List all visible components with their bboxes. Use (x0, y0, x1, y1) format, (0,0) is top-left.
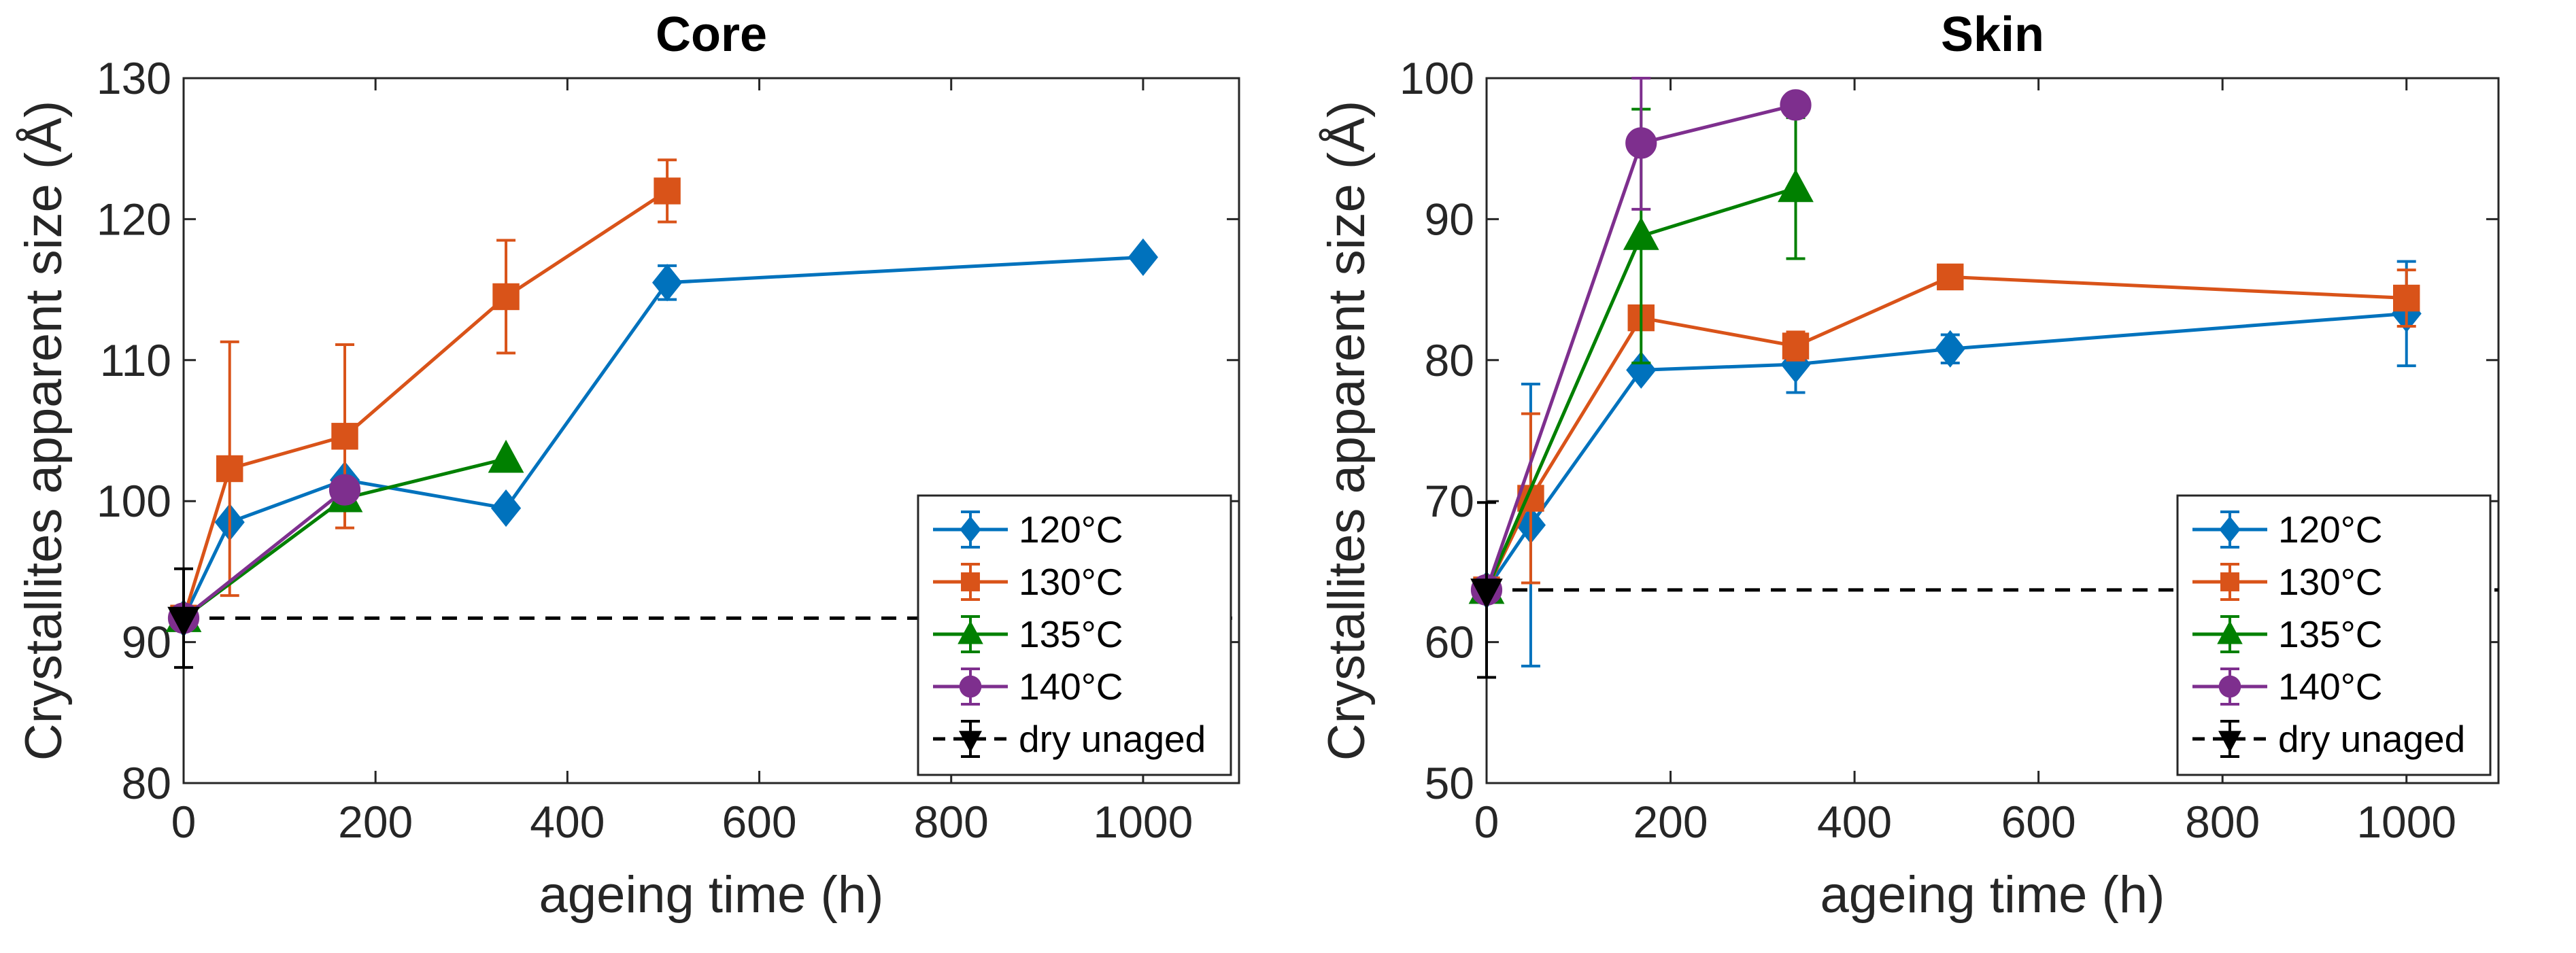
core-legend-label: 130°C (1019, 561, 1123, 603)
skin-legend-label: 135°C (2278, 613, 2382, 655)
core-legend-marker (959, 675, 982, 698)
core-data-point (216, 455, 243, 483)
core-series-1 (170, 158, 681, 632)
skin-legend-marker (2217, 620, 2243, 644)
skin-legend-label: 130°C (2278, 561, 2382, 603)
core-legend-item: dry unaged (933, 718, 1206, 760)
skin-y-tick-label: 70 (1425, 476, 1474, 526)
skin-y-tick-label: 90 (1425, 194, 1474, 244)
core-data-point (652, 264, 683, 302)
core-legend-label: 135°C (1019, 613, 1123, 655)
core-data-point (492, 283, 520, 311)
core-title: Core (656, 7, 767, 62)
skin-legend-label: dry unaged (2278, 718, 2465, 760)
core-x-tick-label: 800 (914, 797, 989, 847)
skin-legend-label: 140°C (2278, 665, 2382, 708)
skin-legend: 120°C 130°C 135°C 140°C dry unaged (2176, 494, 2492, 776)
core-y-tick-label: 80 (122, 758, 171, 808)
skin-y-tick-label: 60 (1425, 617, 1474, 668)
skin-x-axis-title: ageing time (h) (1820, 866, 2165, 924)
core-y-tick-label: 120 (97, 194, 171, 244)
core-legend-label: dry unaged (1019, 718, 1206, 760)
skin-data-point (2393, 284, 2420, 312)
core-series-4 (167, 567, 200, 669)
core-data-point (490, 489, 522, 527)
skin-legend-item: 135°C (2192, 613, 2382, 655)
core-y-tick-label: 110 (100, 335, 171, 385)
core-y-axis-title: Crystallites apparent size (Å) (15, 101, 73, 761)
skin-series-line (1485, 311, 2407, 591)
core-legend-label: 140°C (1019, 665, 1123, 708)
core-legend-marker (957, 620, 983, 644)
core-data-point (1128, 238, 1158, 276)
skin-legend-marker (2220, 572, 2239, 591)
core-data-point (328, 474, 361, 506)
skin-legend-item: 140°C (2192, 665, 2382, 708)
skin-legend-label: 120°C (2278, 508, 2382, 551)
skin-legend-marker (2218, 731, 2241, 753)
skin-data-point (1778, 169, 1814, 203)
core-legend-item: 140°C (933, 665, 1123, 708)
skin-title: Skin (1941, 7, 2044, 62)
core-legend-marker (959, 731, 982, 753)
core-x-axis-title: ageing time (h) (539, 866, 884, 924)
skin-x-tick-label: 800 (2185, 797, 2260, 847)
skin-series-4 (1470, 501, 1503, 679)
core-data-point (167, 606, 200, 638)
core-x-tick-label: 600 (722, 797, 796, 847)
skin-data-point (1470, 578, 1503, 609)
skin-y-axis-title: Crystallites apparent size (Å) (1318, 101, 1376, 761)
core-y-tick-label: 90 (122, 617, 171, 668)
skin-data-point (1782, 332, 1810, 360)
skin-x-tick-label: 600 (2001, 797, 2076, 847)
skin-y-tick-label: 100 (1400, 53, 1474, 103)
skin-legend-marker (2219, 516, 2241, 543)
skin-x-tick-label: 200 (1633, 797, 1708, 847)
skin-legend-marker (2218, 675, 2241, 698)
core-legend: 120°C 130°C 135°C 140°C dry unaged (917, 494, 1232, 776)
core-y-tick-label: 100 (97, 476, 171, 526)
core-data-point (654, 177, 681, 205)
core-data-point (488, 439, 524, 473)
skin-legend-item: 120°C (2192, 508, 2382, 551)
core-series-line (182, 488, 346, 620)
core-x-tick-label: 200 (338, 797, 413, 847)
core-data-point (331, 423, 358, 450)
skin-x-tick-label: 0 (1474, 797, 1499, 847)
skin-data-point (1937, 263, 1964, 291)
skin-data-point (1623, 217, 1659, 250)
skin-legend-item: 130°C (2192, 561, 2382, 603)
core-legend-item: 135°C (933, 613, 1123, 655)
core-x-tick-label: 400 (530, 797, 605, 847)
skin-y-tick-label: 80 (1425, 335, 1474, 385)
core-legend-marker (960, 516, 981, 543)
core-legend-label: 120°C (1019, 508, 1123, 551)
skin-panel: 0 200 400 600 800 1000 50 60 70 80 90 100 Skin ageing… (1318, 7, 2500, 924)
skin-x-tick-label: 1000 (2356, 797, 2456, 847)
core-series-line (182, 255, 1144, 619)
core-legend-item: 130°C (933, 561, 1123, 603)
core-x-tick-label: 1000 (1093, 797, 1193, 847)
core-y-tick-label: 130 (97, 53, 171, 103)
core-x-tick-label: 0 (171, 797, 197, 847)
skin-legend-item: dry unaged (2192, 718, 2465, 760)
skin-data-point (1935, 330, 1965, 368)
skin-x-tick-label: 400 (1817, 797, 1892, 847)
skin-data-point (1780, 89, 1812, 121)
skin-series-line (1485, 275, 2407, 591)
core-legend-item: 120°C (933, 508, 1123, 551)
core-legend-marker (961, 572, 980, 591)
skin-data-point (1625, 127, 1657, 159)
core-panel: 0 200 400 600 800 1000 80 90 100 110 120 130 Core age… (15, 7, 1240, 924)
skin-y-tick-label: 50 (1425, 758, 1474, 808)
